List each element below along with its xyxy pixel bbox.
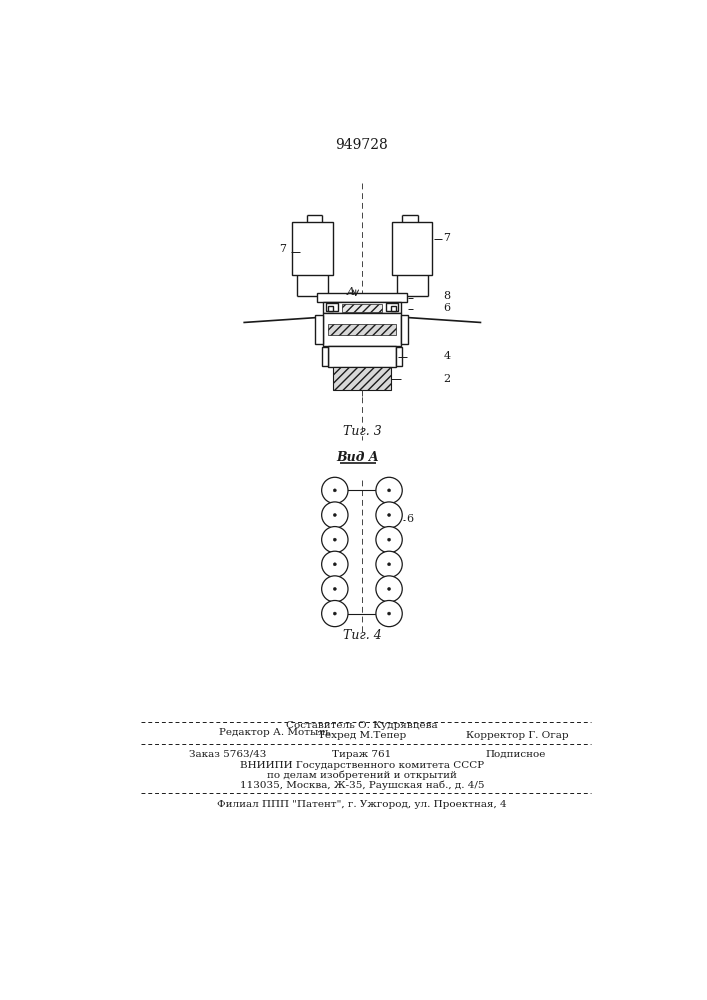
Circle shape bbox=[376, 576, 402, 602]
Text: 8: 8 bbox=[443, 291, 450, 301]
Text: 6: 6 bbox=[443, 303, 450, 313]
Text: Филиал ППП "Патент", г. Ужгород, ул. Проектная, 4: Филиал ППП "Патент", г. Ужгород, ул. Про… bbox=[217, 800, 507, 809]
Bar bbox=[386, 303, 398, 311]
Bar bbox=[317, 293, 407, 302]
Bar bbox=[315, 315, 323, 344]
Bar bbox=[391, 306, 396, 311]
Bar bbox=[401, 315, 409, 344]
Circle shape bbox=[322, 502, 348, 528]
Circle shape bbox=[387, 612, 391, 615]
Bar bbox=[328, 306, 333, 311]
Circle shape bbox=[376, 477, 402, 503]
Text: 113035, Москва, Ж-35, Раушская наб., д. 4/5: 113035, Москва, Ж-35, Раушская наб., д. … bbox=[240, 781, 484, 790]
Text: Составитель О. Кудрявцева: Составитель О. Кудрявцева bbox=[286, 721, 438, 730]
Text: Τиг. 3: Τиг. 3 bbox=[343, 425, 381, 438]
Bar bbox=[325, 303, 338, 311]
Bar bbox=[392, 222, 433, 275]
Circle shape bbox=[333, 563, 337, 566]
Circle shape bbox=[387, 538, 391, 541]
Circle shape bbox=[333, 513, 337, 517]
Circle shape bbox=[322, 600, 348, 627]
Text: Техред М.Тепер: Техред М.Тепер bbox=[318, 732, 406, 740]
Bar bbox=[323, 302, 401, 313]
Circle shape bbox=[322, 551, 348, 577]
Text: 949728: 949728 bbox=[336, 138, 388, 152]
Bar bbox=[328, 346, 396, 367]
Circle shape bbox=[387, 563, 391, 566]
Text: A: A bbox=[347, 287, 355, 297]
Circle shape bbox=[322, 477, 348, 503]
Text: 4: 4 bbox=[443, 351, 450, 361]
Circle shape bbox=[376, 527, 402, 553]
Bar bbox=[322, 347, 328, 366]
Circle shape bbox=[322, 576, 348, 602]
Circle shape bbox=[333, 489, 337, 492]
Text: Редактор А. Мотыль: Редактор А. Мотыль bbox=[218, 728, 330, 737]
Text: 2: 2 bbox=[443, 374, 450, 384]
Text: Вид A: Вид A bbox=[337, 451, 380, 464]
Circle shape bbox=[376, 551, 402, 577]
Bar bbox=[328, 324, 396, 335]
Text: по делам изобретений и открытий: по делам изобретений и открытий bbox=[267, 771, 457, 780]
Circle shape bbox=[387, 489, 391, 492]
Circle shape bbox=[333, 538, 337, 541]
Text: Тираж 761: Тираж 761 bbox=[332, 750, 392, 759]
Bar bbox=[292, 222, 332, 275]
Text: Корректор Г. Огар: Корректор Г. Огар bbox=[466, 732, 569, 740]
Text: Τиг. 4: Τиг. 4 bbox=[343, 629, 381, 642]
Circle shape bbox=[333, 612, 337, 615]
Bar bbox=[333, 367, 391, 390]
Text: 7: 7 bbox=[279, 244, 286, 254]
Text: ВНИИПИ Государственного комитета СССР: ВНИИПИ Государственного комитета СССР bbox=[240, 761, 484, 770]
Circle shape bbox=[322, 527, 348, 553]
Circle shape bbox=[387, 587, 391, 590]
Bar bbox=[323, 313, 401, 346]
Text: Заказ 5763/43: Заказ 5763/43 bbox=[189, 750, 267, 759]
Text: 7: 7 bbox=[443, 233, 450, 243]
Circle shape bbox=[387, 513, 391, 517]
Circle shape bbox=[333, 587, 337, 590]
Circle shape bbox=[376, 600, 402, 627]
Bar bbox=[341, 304, 382, 312]
Text: 6: 6 bbox=[406, 514, 414, 524]
Text: Подписное: Подписное bbox=[485, 750, 546, 759]
Circle shape bbox=[376, 502, 402, 528]
Bar bbox=[396, 347, 402, 366]
